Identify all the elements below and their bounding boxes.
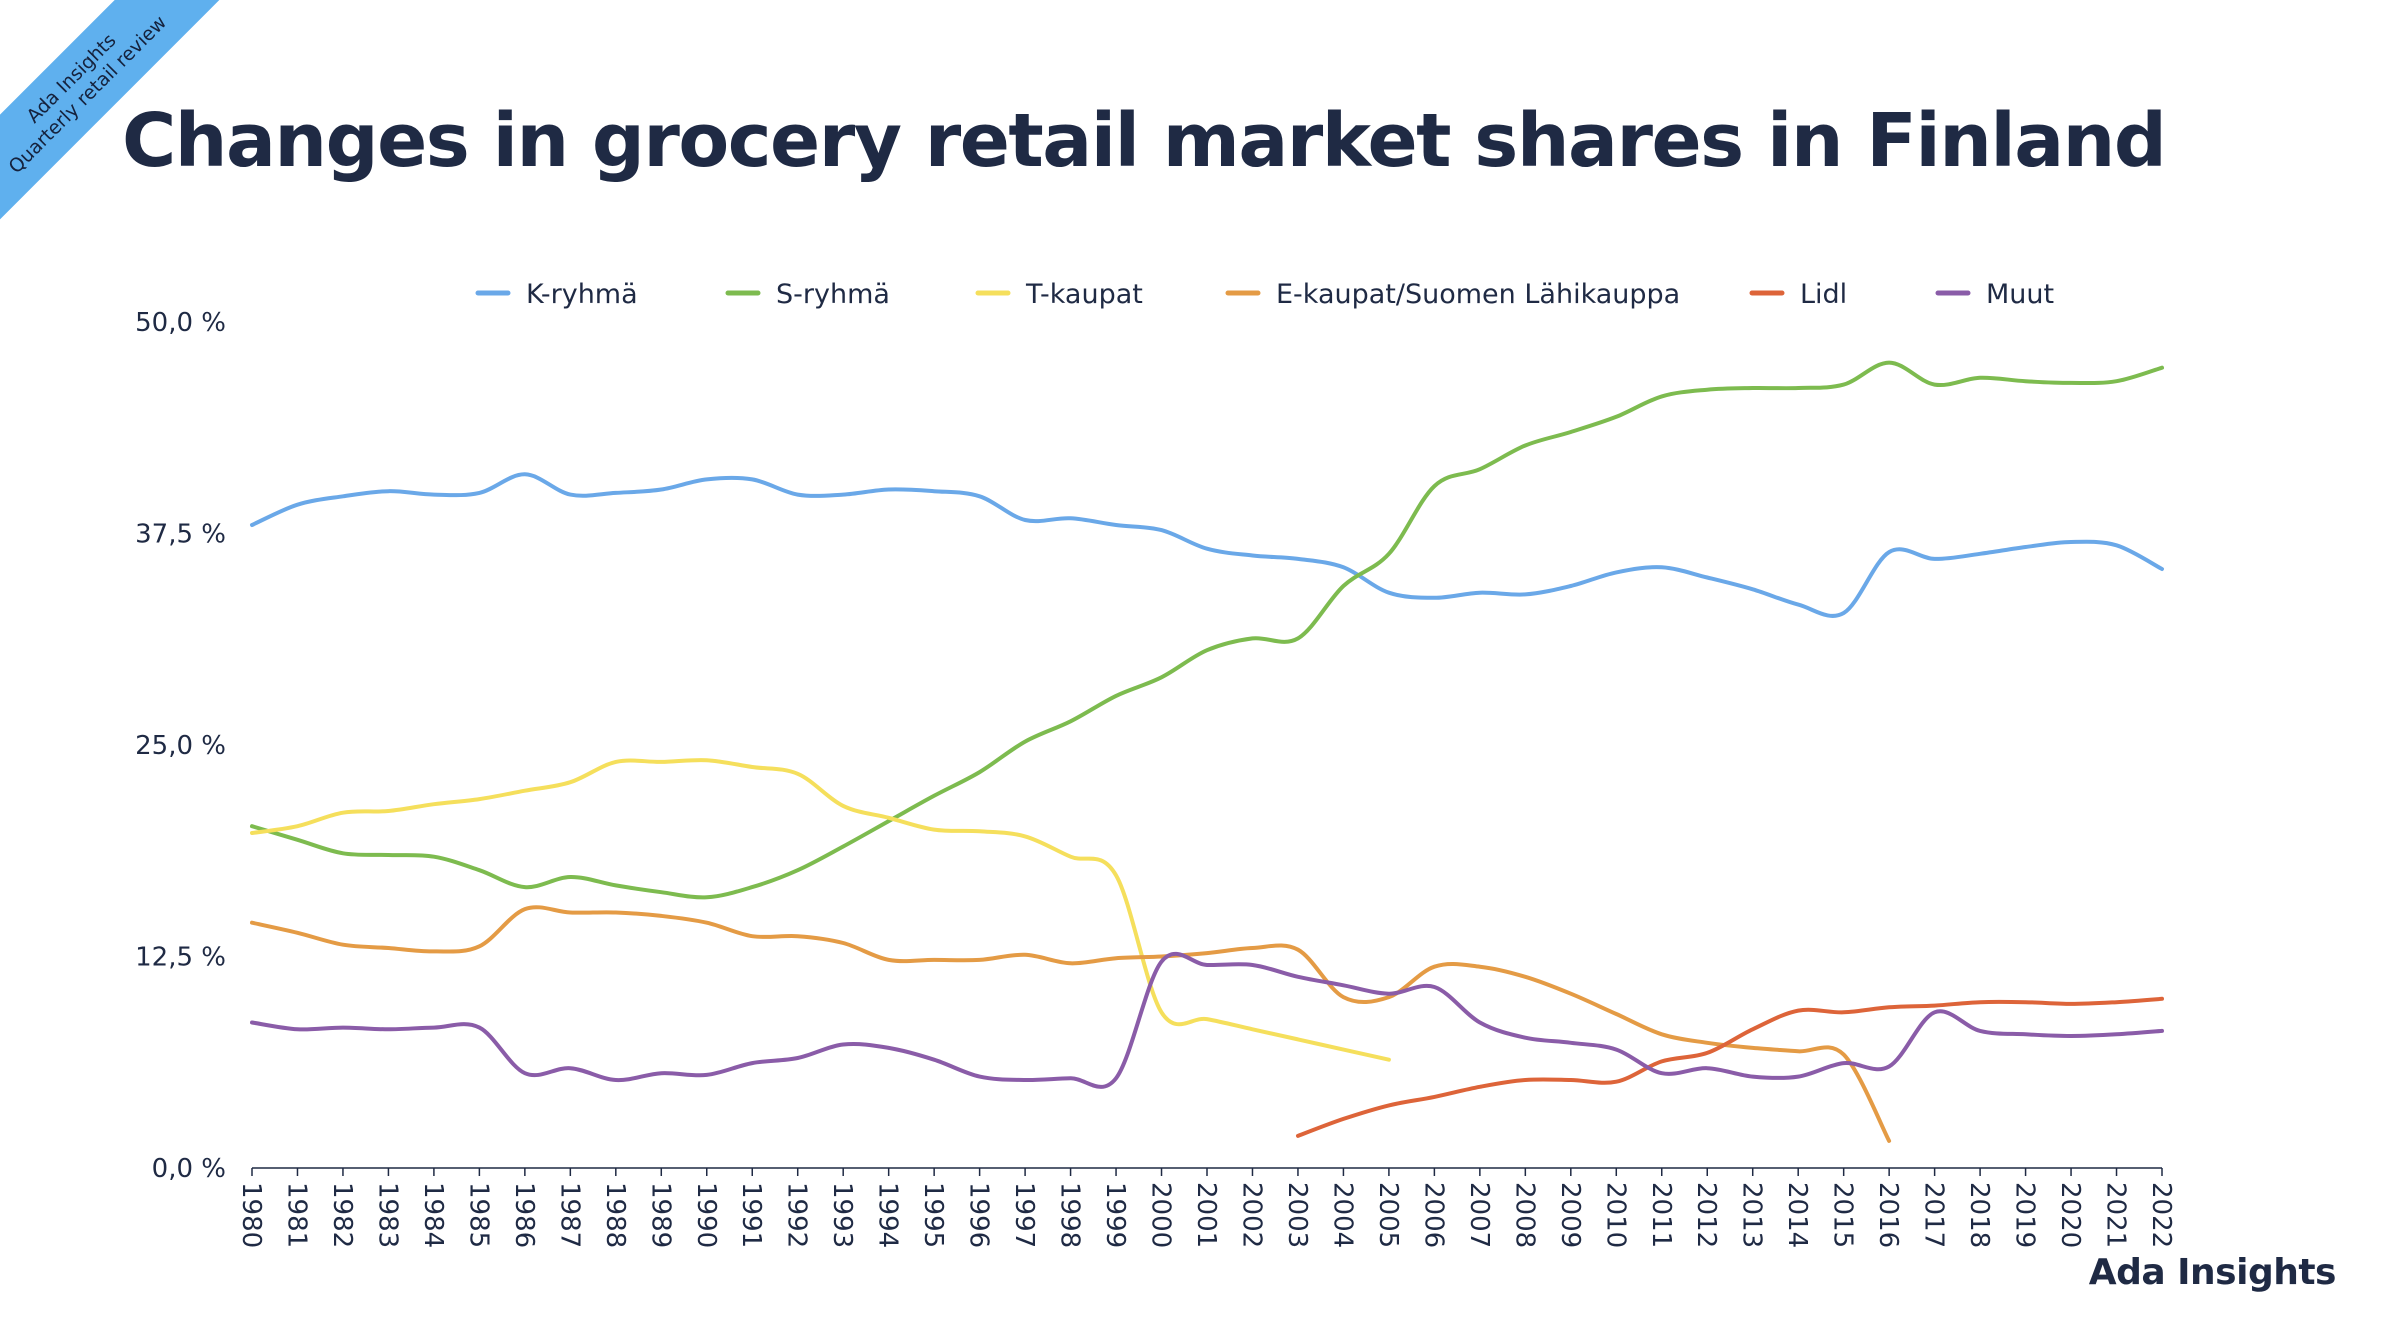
x-tick-label: 1982 <box>327 1182 357 1248</box>
x-tick-label: 2011 <box>1646 1182 1676 1248</box>
legend-label: Muut <box>1986 279 2054 310</box>
x-tick-label: 1989 <box>645 1182 675 1248</box>
x-tick-label: 1985 <box>463 1182 493 1248</box>
x-tick-label: 2020 <box>2055 1182 2085 1248</box>
x-tick-label: 2000 <box>1146 1182 1176 1248</box>
series-4 <box>1296 996 2164 1138</box>
legend-item: K-ryhmä <box>475 279 638 310</box>
x-tick-label: 2003 <box>1282 1182 1312 1248</box>
legend: K-ryhmä S-ryhmä T-kaupat E-kaupat/Suomen Lä… <box>475 279 2054 310</box>
x-tick-label: 2010 <box>1600 1182 1630 1248</box>
x-tick-label: 1991 <box>736 1182 766 1248</box>
x-tick-label: 2004 <box>1327 1182 1357 1248</box>
y-tick-label: 37,5 % <box>135 520 226 550</box>
chart-title: Changes in grocery retail market shares … <box>122 98 2167 184</box>
legend-label: S-ryhmä <box>776 279 890 310</box>
series-layer <box>250 360 2164 1143</box>
x-tick-label: 1993 <box>827 1182 857 1248</box>
series-0 <box>250 472 2164 618</box>
y-tick-label: 25,0 % <box>135 731 226 761</box>
x-tick-label: 1998 <box>1055 1182 1085 1248</box>
x-tick-label: 2014 <box>1782 1182 1812 1248</box>
x-tick-label: 1999 <box>1100 1182 1130 1248</box>
x-axis: 1980 1981 1982 1983 1984 1985 1986 1987 1988 1989… <box>236 1167 2176 1248</box>
x-tick-label: 2013 <box>1737 1182 1767 1248</box>
x-tick-label: 1990 <box>691 1182 721 1248</box>
series-1 <box>250 360 2164 900</box>
y-axis: 0,0 % 12,5 % 25,0 % 37,5 % 50,0 % <box>135 308 226 1184</box>
x-tick-label: 1986 <box>509 1182 539 1248</box>
x-tick-label: 2006 <box>1418 1182 1448 1248</box>
x-tick-label: 2005 <box>1373 1182 1403 1248</box>
x-tick-label: 2009 <box>1555 1182 1585 1248</box>
x-tick-label: 2019 <box>2010 1182 2040 1248</box>
legend-label: T-kaupat <box>1025 279 1143 310</box>
x-tick-label: 2016 <box>1873 1182 1903 1248</box>
x-tick-label: 1984 <box>418 1182 448 1248</box>
x-tick-label: 2002 <box>1236 1182 1266 1248</box>
legend-item: S-ryhmä <box>725 279 890 310</box>
series-2 <box>250 758 1391 1062</box>
x-tick-label: 1997 <box>1009 1182 1039 1248</box>
x-tick-label: 2015 <box>1828 1182 1858 1248</box>
y-tick-label: 12,5 % <box>135 943 226 973</box>
series-line <box>250 951 2164 1089</box>
x-tick-label: 2001 <box>1191 1182 1221 1248</box>
series-line <box>250 360 2164 900</box>
y-tick-label: 0,0 % <box>152 1154 226 1184</box>
x-tick-label: 1987 <box>554 1182 584 1248</box>
legend-label: Lidl <box>1800 279 1847 310</box>
x-tick-label: 2018 <box>1964 1182 1994 1248</box>
series-5 <box>250 951 2164 1089</box>
series-line <box>250 905 1892 1143</box>
series-line <box>1296 996 2164 1138</box>
x-tick-label: 1996 <box>964 1182 994 1248</box>
x-tick-label: 2022 <box>2146 1182 2176 1248</box>
legend-item: Lidl <box>1749 279 1847 310</box>
series-line <box>250 758 1391 1062</box>
x-tick-label: 1992 <box>782 1182 812 1248</box>
series-line <box>250 472 2164 618</box>
x-tick-label: 2017 <box>1919 1182 1949 1248</box>
legend-item: T-kaupat <box>975 279 1143 310</box>
x-tick-label: 2007 <box>1464 1182 1494 1248</box>
series-3 <box>250 905 1892 1143</box>
x-tick-label: 2012 <box>1691 1182 1721 1248</box>
legend-item: Muut <box>1935 279 2054 310</box>
brand-logo-text: Ada Insights <box>2088 1252 2337 1293</box>
x-tick-label: 1980 <box>236 1182 266 1248</box>
x-tick-label: 1983 <box>372 1182 402 1248</box>
legend-label: K-ryhmä <box>526 279 638 310</box>
legend-label: E-kaupat/Suomen Lähikauppa <box>1276 279 1680 310</box>
legend-item: E-kaupat/Suomen Lähikauppa <box>1225 279 1680 310</box>
x-tick-label: 1994 <box>873 1182 903 1248</box>
y-tick-label: 50,0 % <box>135 308 226 338</box>
x-tick-label: 2021 <box>2101 1182 2131 1248</box>
x-tick-label: 1981 <box>281 1182 311 1248</box>
x-tick-label: 1995 <box>918 1182 948 1248</box>
x-tick-label: 1988 <box>600 1182 630 1248</box>
x-tick-label: 2008 <box>1509 1182 1539 1248</box>
